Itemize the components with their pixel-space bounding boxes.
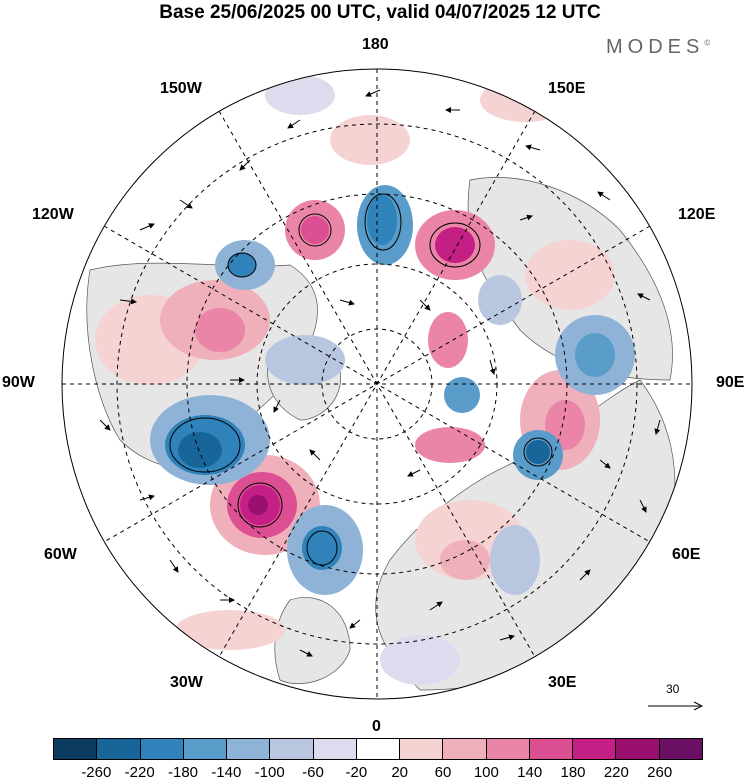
colorbar-tick-label: 180 bbox=[560, 764, 586, 781]
colorbar-segment bbox=[399, 739, 443, 759]
colorbar-tick-label: -260 bbox=[81, 764, 112, 781]
colorbar bbox=[53, 738, 703, 760]
colorbar-tick-label: 20 bbox=[391, 764, 408, 781]
lon-label-120w: 120W bbox=[32, 206, 74, 223]
graticule bbox=[62, 69, 692, 699]
lon-label-120e: 120E bbox=[678, 206, 716, 223]
wind-vectors bbox=[99, 89, 661, 657]
lon-label-150e: 150E bbox=[548, 80, 586, 97]
colorbar-segment bbox=[312, 739, 356, 759]
reference-vector: 30 bbox=[646, 682, 706, 712]
map-border bbox=[61, 68, 693, 700]
colorbar-segment bbox=[528, 739, 573, 759]
colorbar-tick-label: 100 bbox=[473, 764, 499, 781]
brand-mark: © bbox=[704, 38, 711, 48]
polar-map bbox=[61, 68, 693, 700]
colorbar-segment bbox=[96, 739, 140, 759]
colorbar-tick-label: 220 bbox=[603, 764, 629, 781]
colorbar-tick-label: 60 bbox=[434, 764, 452, 781]
colorbar-segment bbox=[139, 739, 183, 759]
colorbar-segment bbox=[442, 739, 486, 759]
colorbar-segment bbox=[269, 739, 313, 759]
reference-vector-label: 30 bbox=[666, 682, 680, 696]
lon-label-60e: 60E bbox=[672, 546, 701, 563]
colorbar-tick-label: -20 bbox=[345, 764, 368, 781]
brand-name: MODES bbox=[606, 36, 705, 58]
colorbar-tick-label: -100 bbox=[254, 764, 285, 781]
colorbar-segment bbox=[54, 739, 97, 759]
lon-label-90w: 90W bbox=[2, 374, 35, 391]
colorbar-segment bbox=[658, 739, 702, 759]
map-title: Base 25/06/2025 00 UTC, valid 04/07/2025… bbox=[159, 2, 601, 23]
colorbar-ticks: -260 -220 -180 -140 -100 -60 -20 20 60 100 140 180 2… bbox=[53, 764, 703, 782]
colorbar-segment bbox=[485, 739, 529, 759]
lon-label-30e: 30E bbox=[548, 674, 577, 691]
colorbar-segment bbox=[572, 739, 616, 759]
colorbar-segment bbox=[615, 739, 659, 759]
colorbar-segment bbox=[182, 739, 227, 759]
contour-lines bbox=[169, 193, 553, 566]
lon-label-150w: 150W bbox=[160, 80, 202, 97]
anomaly-fields bbox=[95, 75, 635, 685]
lon-label-180: 180 bbox=[362, 36, 389, 53]
brand-logo: MODES© bbox=[606, 36, 710, 59]
lon-label-60w: 60W bbox=[44, 546, 77, 563]
lon-label-0: 0 bbox=[372, 718, 381, 735]
lon-label-90e: 90E bbox=[716, 374, 745, 391]
colorbar-tick-label: 140 bbox=[517, 764, 543, 781]
colorbar-segment bbox=[355, 739, 400, 759]
colorbar-tick-label: -60 bbox=[302, 764, 324, 781]
colorbar-tick-label: -220 bbox=[124, 764, 155, 781]
colorbar-tick-label: 260 bbox=[647, 764, 673, 781]
reference-arrow-icon bbox=[648, 701, 704, 711]
colorbar-segment bbox=[226, 739, 270, 759]
colorbar-tick-label: -140 bbox=[211, 764, 242, 781]
lon-label-30w: 30W bbox=[170, 674, 203, 691]
colorbar-tick-label: -180 bbox=[167, 764, 199, 781]
